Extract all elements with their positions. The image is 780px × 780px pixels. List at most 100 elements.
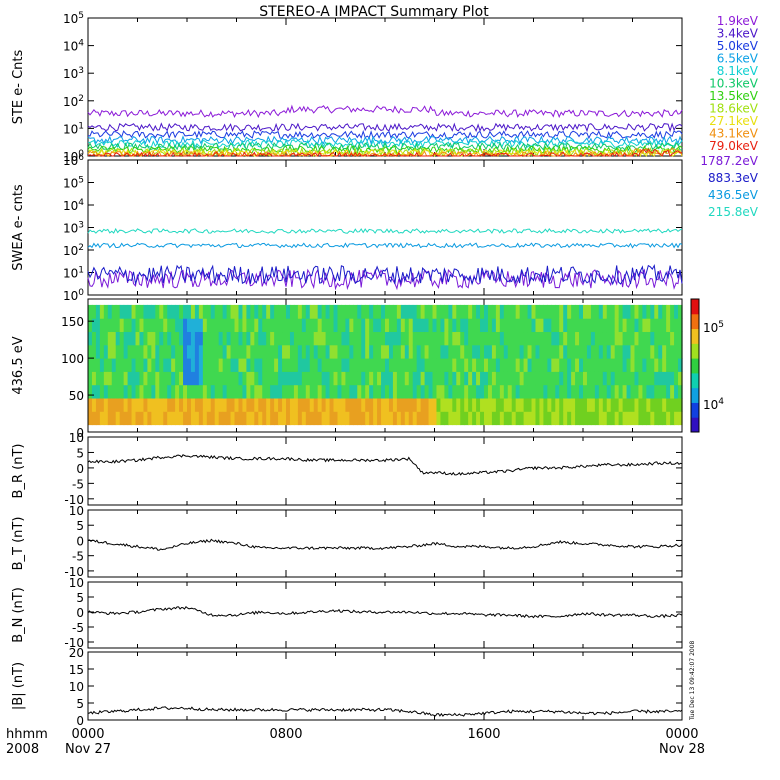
heatmap-cell	[432, 371, 438, 386]
ste-legend-1: 3.4keV	[717, 27, 759, 41]
heatmap-cell	[214, 331, 220, 346]
heatmap-cell	[622, 331, 628, 346]
heatmap-cell	[258, 344, 263, 359]
heatmap-cell	[250, 331, 255, 346]
heatmap-cell	[396, 318, 402, 333]
heatmap-cell	[476, 304, 481, 319]
heatmap-cell	[175, 344, 180, 359]
heatmap-cell	[626, 358, 632, 372]
heatmap-cell	[254, 384, 259, 399]
heatmap-cell	[155, 384, 160, 399]
heatmap-cell	[523, 318, 529, 333]
heatmap-cell	[139, 358, 145, 372]
heatmap-cell	[527, 318, 533, 333]
heatmap-cell	[143, 318, 148, 333]
heatmap-cell	[666, 331, 671, 346]
heatmap-cell	[262, 318, 267, 333]
heatmap-cell	[282, 331, 287, 346]
heatmap-cell	[159, 331, 164, 346]
heatmap-cell	[484, 358, 489, 372]
heatmap-cell	[345, 398, 350, 412]
heatmap-cell	[234, 344, 240, 359]
heatmap-cell	[103, 411, 109, 426]
heatmap-cell	[123, 398, 129, 412]
heatmap-cell	[333, 384, 339, 399]
heatmap-cell	[297, 344, 303, 359]
heatmap-cell	[666, 371, 671, 386]
heatmap-cell	[111, 398, 117, 412]
heatmap-cell	[547, 411, 552, 426]
heatmap-cell	[385, 318, 390, 333]
heatmap-cell	[127, 411, 133, 426]
heatmap-cell	[163, 371, 168, 386]
heatmap-cell	[515, 344, 521, 359]
heatmap-cell	[634, 358, 640, 372]
heatmap-cell	[274, 411, 279, 426]
heatmap-cell	[491, 384, 497, 399]
heatmap-cell	[586, 358, 592, 372]
heatmap-cell	[590, 411, 596, 426]
heatmap-cell	[183, 358, 188, 372]
heatmap-cell	[484, 384, 489, 399]
heatmap-cell	[270, 331, 275, 346]
heatmap-cell	[202, 371, 208, 386]
heatmap-cell	[531, 331, 537, 346]
heatmap-cell	[369, 304, 374, 319]
heatmap-cell	[198, 398, 204, 412]
heatmap-cell	[139, 304, 145, 319]
heatmap-cell	[491, 371, 497, 386]
heatmap-cell	[531, 411, 537, 426]
heatmap-cell	[345, 318, 350, 333]
heatmap-cell	[396, 398, 402, 412]
heatmap-cell	[654, 411, 659, 426]
heatmap-cell	[654, 344, 659, 359]
bn-ytick-label: 0	[76, 606, 84, 620]
heatmap-cell	[650, 344, 655, 359]
heatmap-cell	[293, 331, 299, 346]
heatmap-cell	[515, 331, 521, 346]
heatmap-cell	[258, 331, 263, 346]
heatmap-cell	[392, 411, 398, 426]
heatmap-cell	[452, 304, 457, 319]
heatmap-cell	[246, 358, 251, 372]
heatmap-cell	[646, 384, 651, 399]
heatmap-cell	[278, 344, 283, 359]
heatmap-cell	[424, 304, 430, 319]
heatmap-cell	[317, 384, 323, 399]
heatmap-cell	[337, 411, 343, 426]
heatmap-cell	[262, 411, 267, 426]
heatmap-cell	[436, 358, 442, 372]
heatmap-cell	[321, 344, 327, 359]
heatmap-cell	[456, 384, 461, 399]
heatmap-cell	[519, 304, 525, 319]
heatmap-cell	[590, 331, 596, 346]
heatmap-cell	[634, 304, 640, 319]
heatmap-cell	[218, 331, 224, 346]
heatmap-cell	[460, 384, 465, 399]
swea-legend-3: 215.8eV	[708, 205, 759, 219]
heatmap-cell	[202, 304, 208, 319]
heatmap-cell	[598, 371, 604, 386]
heatmap-cell	[432, 344, 438, 359]
heatmap-cell	[88, 358, 93, 372]
ste-legend-7: 18.6keV	[709, 102, 759, 116]
heatmap-cell	[187, 318, 192, 333]
heatmap-cell	[329, 304, 335, 319]
bn-frame	[87, 581, 683, 649]
swea-series-3	[87, 227, 683, 234]
heatmap-cell	[274, 331, 279, 346]
heatmap-cell	[163, 304, 168, 319]
heatmap-cell	[99, 358, 105, 372]
heatmap-cell	[103, 304, 109, 319]
heatmap-cell	[460, 331, 465, 346]
heatmap-cell	[583, 398, 588, 412]
heatmap-cell	[131, 384, 137, 399]
heatmap-cell	[337, 318, 343, 333]
heatmap-cell	[139, 384, 145, 399]
heatmap-cell	[535, 358, 541, 372]
heatmap-cell	[262, 371, 267, 386]
heatmap-cell	[349, 304, 354, 319]
heatmap-cell	[527, 384, 533, 399]
heatmap-cell	[289, 331, 295, 346]
heatmap-cell	[480, 304, 485, 319]
